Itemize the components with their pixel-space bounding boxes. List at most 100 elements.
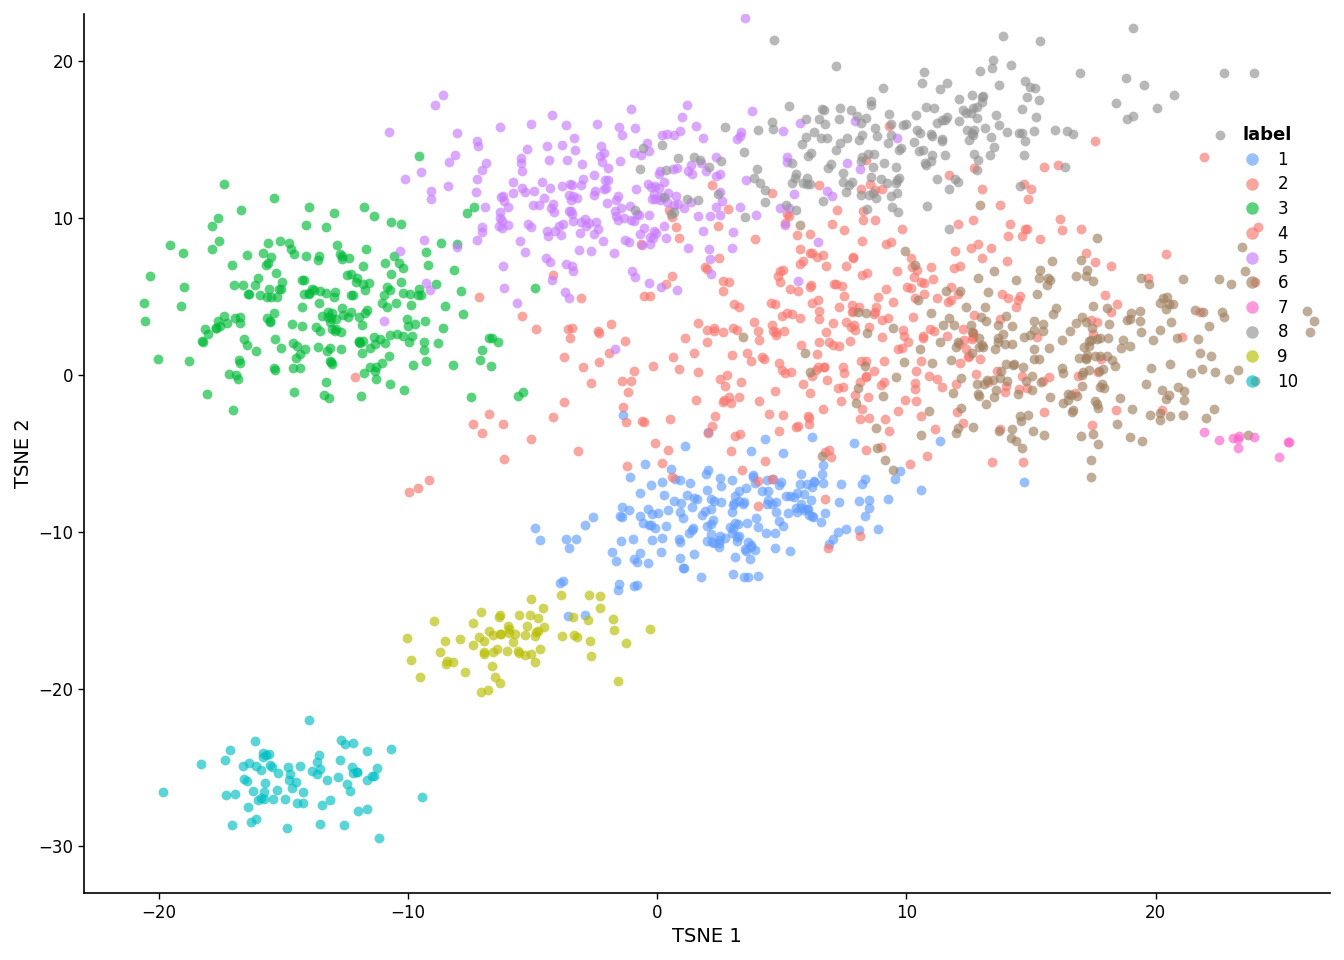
Point: [466, 232, 488, 248]
Point: [969, 351, 991, 367]
Point: [278, 772, 300, 787]
Point: [250, 791, 271, 806]
Point: [980, 130, 1001, 145]
Point: [380, 742, 402, 757]
Point: [923, 323, 945, 338]
Point: [1070, 65, 1091, 81]
Point: [695, 467, 716, 482]
Point: [640, 517, 661, 533]
Point: [374, 288, 395, 303]
Point: [524, 280, 546, 296]
Point: [278, 766, 300, 781]
Point: [1012, 126, 1034, 141]
Point: [222, 402, 243, 418]
Point: [1012, 359, 1034, 374]
Point: [1140, 407, 1161, 422]
Point: [1149, 323, 1171, 338]
Point: [746, 207, 767, 223]
Point: [613, 399, 634, 415]
Point: [152, 784, 173, 800]
Point: [449, 632, 470, 647]
Point: [814, 444, 836, 460]
Point: [593, 181, 614, 197]
Point: [1030, 231, 1051, 247]
Point: [355, 305, 376, 321]
Point: [1091, 376, 1113, 392]
Point: [806, 293, 828, 308]
Point: [757, 496, 778, 512]
Point: [1086, 331, 1107, 347]
Point: [935, 283, 957, 299]
Point: [784, 186, 805, 202]
Point: [843, 251, 864, 266]
Point: [271, 275, 293, 290]
Point: [1234, 263, 1255, 278]
Point: [986, 334, 1008, 349]
Point: [989, 421, 1011, 437]
Point: [348, 333, 370, 348]
Point: [657, 185, 679, 201]
Point: [770, 200, 792, 215]
Point: [1075, 349, 1097, 365]
Point: [833, 359, 855, 374]
Point: [1052, 396, 1074, 411]
Point: [845, 323, 867, 338]
Point: [737, 345, 758, 360]
Point: [328, 769, 349, 784]
Point: [394, 171, 415, 186]
Point: [1129, 313, 1150, 328]
Point: [922, 272, 943, 287]
Point: [839, 178, 860, 193]
Point: [874, 452, 895, 468]
Point: [800, 177, 821, 192]
Point: [664, 128, 685, 143]
Point: [734, 541, 755, 557]
Point: [773, 262, 794, 277]
Point: [530, 533, 551, 548]
Point: [800, 386, 821, 401]
Point: [261, 759, 282, 775]
Point: [1223, 431, 1245, 446]
Point: [918, 368, 939, 383]
Point: [638, 236, 660, 252]
Point: [696, 425, 718, 441]
Point: [238, 800, 259, 815]
Point: [348, 804, 370, 819]
Point: [757, 483, 778, 498]
Point: [231, 758, 253, 774]
Point: [558, 321, 579, 336]
Point: [829, 100, 851, 115]
Point: [1098, 317, 1120, 332]
Point: [194, 321, 215, 336]
Point: [1120, 429, 1141, 444]
Point: [817, 540, 839, 556]
Point: [781, 306, 802, 322]
Point: [761, 185, 782, 201]
Point: [1094, 287, 1116, 302]
Point: [953, 321, 974, 336]
Point: [650, 279, 672, 295]
Point: [730, 426, 751, 442]
Point: [638, 207, 660, 223]
Point: [398, 318, 419, 333]
Point: [962, 87, 984, 103]
Point: [1075, 269, 1097, 284]
Point: [757, 472, 778, 488]
Point: [1086, 396, 1107, 412]
Point: [462, 416, 484, 431]
Point: [593, 233, 614, 249]
Point: [655, 162, 676, 178]
Point: [669, 472, 691, 488]
Point: [1016, 221, 1038, 236]
Point: [1063, 402, 1085, 418]
Point: [1142, 332, 1164, 348]
Point: [883, 463, 905, 478]
Point: [848, 522, 870, 538]
Point: [612, 128, 633, 143]
Point: [1267, 449, 1289, 465]
Point: [1228, 428, 1250, 444]
Point: [652, 137, 673, 153]
Point: [926, 115, 948, 131]
Point: [867, 441, 888, 456]
Point: [836, 156, 857, 171]
